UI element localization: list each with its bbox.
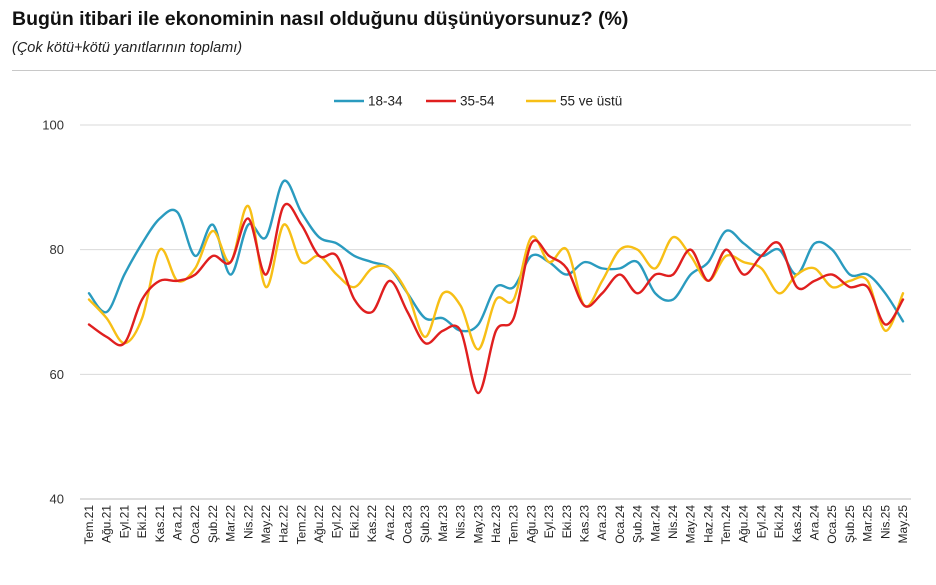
y-tick-label: 60 bbox=[50, 367, 64, 382]
legend-item: 35-54 bbox=[426, 94, 495, 109]
legend-item: 55 ve üstü bbox=[526, 94, 622, 109]
legend: 18-34 35-54 55 ve üstü bbox=[334, 94, 622, 109]
x-tick-label: Kas.23 bbox=[577, 505, 591, 543]
x-tick-label: Mar.24 bbox=[648, 505, 662, 542]
x-tick-label: Eyl.24 bbox=[754, 505, 768, 539]
x-tick-label: Oca.25 bbox=[825, 505, 839, 544]
x-tick-label: Kas.22 bbox=[365, 505, 379, 543]
x-tick-label: Eyl.23 bbox=[542, 505, 556, 539]
legend-label: 18-34 bbox=[368, 94, 403, 109]
y-tick-label: 80 bbox=[50, 242, 64, 257]
series-lines bbox=[87, 179, 905, 395]
legend-label: 35-54 bbox=[460, 94, 495, 109]
x-tick-label: Şub.25 bbox=[843, 505, 857, 543]
x-tick-label: Oca.23 bbox=[401, 505, 415, 544]
x-tick-label: Şub.23 bbox=[418, 505, 432, 543]
x-tick-label: Eki.23 bbox=[560, 505, 574, 539]
x-tick-label: Nis.22 bbox=[241, 505, 255, 539]
x-tick-label: Şub.24 bbox=[631, 505, 645, 543]
x-tick-label: Kas.21 bbox=[153, 505, 167, 543]
x-tick-label: Kas.24 bbox=[790, 505, 804, 543]
x-tick-label: Tem.22 bbox=[294, 505, 308, 545]
y-axis: 40 60 80 100 bbox=[42, 118, 64, 507]
x-tick-label: Ara.23 bbox=[595, 505, 609, 541]
x-tick-label: Eyl.21 bbox=[117, 505, 131, 539]
chart-subtitle: (Çok kötü+kötü yanıtlarının toplamı) bbox=[12, 40, 243, 56]
x-tick-label: Oca.22 bbox=[188, 505, 202, 544]
x-tick-label: Haz.24 bbox=[701, 505, 715, 543]
x-tick-label: Ağu.24 bbox=[737, 505, 751, 543]
x-tick-label: Tem.24 bbox=[719, 505, 733, 545]
x-tick-label: Mar.25 bbox=[861, 505, 875, 542]
x-tick-label: Tem.23 bbox=[507, 505, 521, 545]
legend-label: 55 ve üstü bbox=[560, 94, 622, 109]
x-tick-label: Ağu.21 bbox=[100, 505, 114, 543]
x-tick-label: Mar.22 bbox=[224, 505, 238, 542]
x-tick-label: Ara.21 bbox=[170, 505, 184, 541]
y-tick-label: 40 bbox=[50, 492, 64, 507]
x-tick-label: Nis.23 bbox=[454, 505, 468, 539]
y-tick-label: 100 bbox=[42, 118, 64, 133]
x-tick-label: May.22 bbox=[259, 505, 273, 544]
x-tick-label: Nis.24 bbox=[666, 505, 680, 539]
chart-title: Bugün itibari ile ekonominin nasıl olduğ… bbox=[12, 8, 629, 30]
legend-item: 18-34 bbox=[334, 94, 403, 109]
grid-lines bbox=[80, 124, 911, 500]
series-line-0 bbox=[87, 179, 905, 333]
x-tick-label: Ara.24 bbox=[808, 505, 822, 541]
x-axis: Tem.21 Ağu.21 Eyl.21 Eki.21 Kas.21 Ara.21 Oca.… bbox=[82, 505, 910, 545]
x-tick-label: Şub.22 bbox=[206, 505, 220, 543]
x-tick-label: Ağu.22 bbox=[312, 505, 326, 543]
x-tick-label: Eyl.22 bbox=[330, 505, 344, 539]
x-tick-label: Eki.24 bbox=[772, 505, 786, 539]
x-tick-label: May.25 bbox=[896, 505, 910, 544]
x-tick-label: Haz.23 bbox=[489, 505, 503, 543]
series-line-1 bbox=[87, 202, 905, 395]
x-tick-label: May.23 bbox=[471, 505, 485, 544]
x-tick-label: May.24 bbox=[684, 505, 698, 544]
x-tick-label: Tem.21 bbox=[82, 505, 96, 545]
x-tick-label: Mar.23 bbox=[436, 505, 450, 542]
x-tick-label: Eki.22 bbox=[347, 505, 361, 539]
x-tick-label: Eki.21 bbox=[135, 505, 149, 539]
x-tick-label: Nis.25 bbox=[878, 505, 892, 539]
series-line-2 bbox=[87, 204, 905, 351]
x-tick-label: Ara.22 bbox=[383, 505, 397, 541]
x-tick-label: Ağu.23 bbox=[524, 505, 538, 543]
title-divider bbox=[12, 70, 936, 71]
x-tick-label: Haz.22 bbox=[277, 505, 291, 543]
x-tick-label: Oca.24 bbox=[613, 505, 627, 544]
